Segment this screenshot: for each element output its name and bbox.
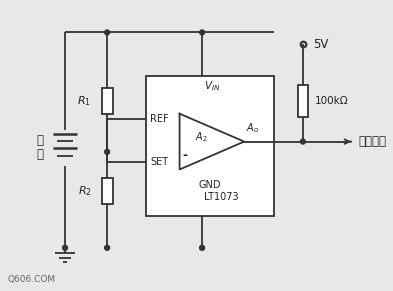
Text: $R_1$: $R_1$ xyxy=(77,94,92,108)
Circle shape xyxy=(62,245,68,250)
Text: 100kΩ: 100kΩ xyxy=(315,96,348,106)
Text: GND: GND xyxy=(199,180,221,190)
Text: SET: SET xyxy=(150,157,168,167)
Text: -: - xyxy=(182,149,187,162)
Bar xyxy=(298,85,309,117)
Bar xyxy=(102,88,112,114)
Circle shape xyxy=(105,245,110,250)
Circle shape xyxy=(301,139,305,144)
Bar xyxy=(146,77,274,217)
Text: LT1073: LT1073 xyxy=(204,192,239,202)
Circle shape xyxy=(105,30,110,35)
Text: 5V: 5V xyxy=(313,38,328,51)
Text: 池: 池 xyxy=(36,148,43,161)
Text: $A_2$: $A_2$ xyxy=(195,130,208,143)
Text: $R_2$: $R_2$ xyxy=(77,184,92,198)
Text: 电: 电 xyxy=(36,134,43,147)
Text: $V_{IN}$: $V_{IN}$ xyxy=(204,79,220,93)
Text: Q606.COM: Q606.COM xyxy=(7,275,55,284)
Circle shape xyxy=(200,30,204,35)
Text: $A_o$: $A_o$ xyxy=(246,121,259,135)
Circle shape xyxy=(105,149,110,154)
Bar xyxy=(102,178,112,204)
Text: REF: REF xyxy=(150,113,169,124)
Circle shape xyxy=(200,245,204,250)
Text: 接处理机: 接处理机 xyxy=(359,135,387,148)
